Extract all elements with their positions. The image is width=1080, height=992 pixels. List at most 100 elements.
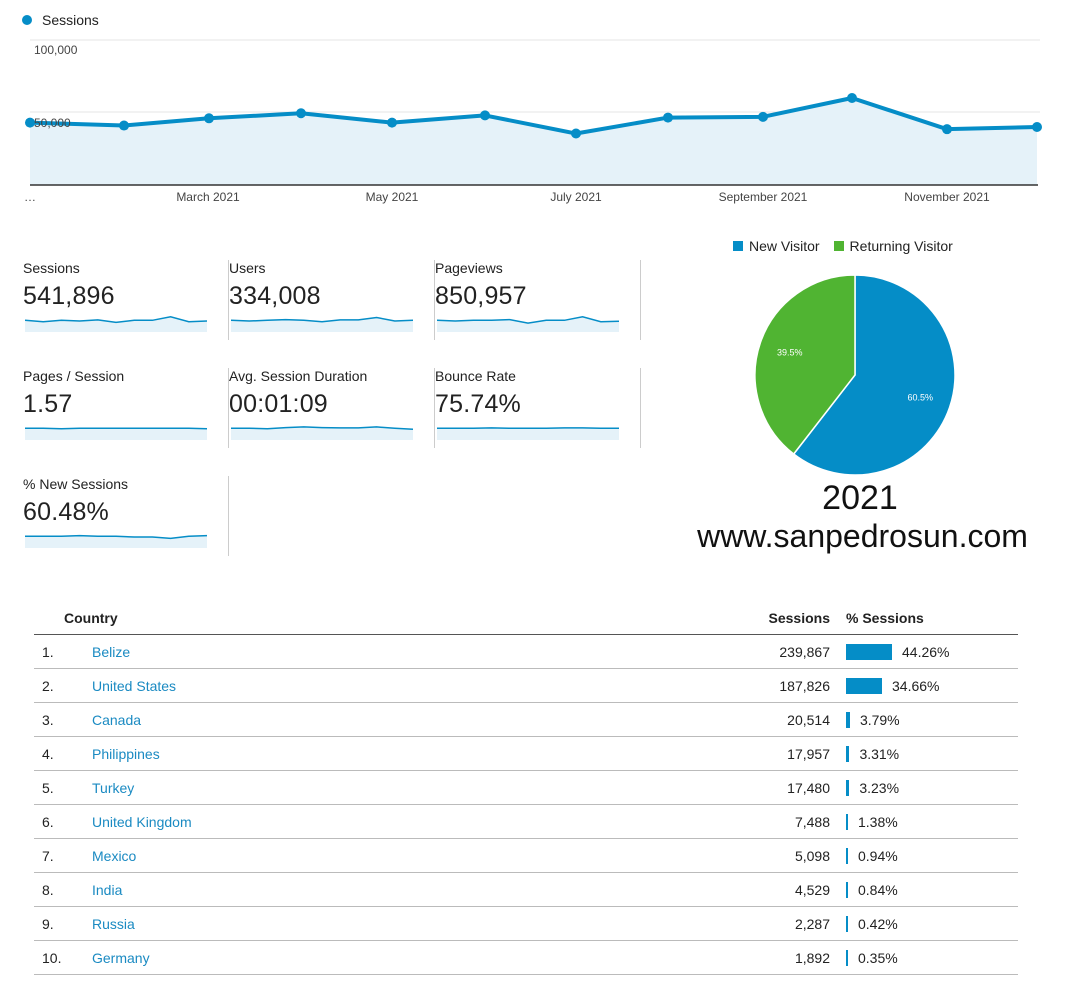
metric-users[interactable]: Users 334,008 xyxy=(229,260,435,340)
country-link[interactable]: Philippines xyxy=(92,745,160,762)
table-row[interactable]: 5. Turkey 17,480 3.23% xyxy=(34,771,1018,805)
sparkline-line xyxy=(25,534,207,540)
returning-visitor-swatch xyxy=(833,241,844,251)
pct-bar xyxy=(846,779,850,796)
country-link[interactable]: Belize xyxy=(92,643,131,660)
header-country[interactable]: Country xyxy=(64,610,118,626)
metric-new-sessions[interactable]: % New Sessions 60.48% xyxy=(23,476,229,556)
metric-label: Pageviews xyxy=(435,260,503,276)
sparkline-line xyxy=(231,316,413,323)
data-point-3[interactable] xyxy=(204,113,214,124)
pct-bar xyxy=(846,677,883,694)
tile-divider xyxy=(640,260,641,340)
country-link[interactable]: Turkey xyxy=(92,779,135,796)
table-header: Country Sessions % Sessions xyxy=(34,610,1018,635)
row-pct: 3.31% xyxy=(859,745,900,762)
table-row[interactable]: 4. Philippines 17,957 3.31% xyxy=(34,737,1018,771)
sessions-legend-label: Sessions xyxy=(42,12,99,28)
table-body: 1. Belize 239,867 44.26% 2. United States 187,… xyxy=(34,635,1018,975)
header-pct-sessions[interactable]: % Sessions xyxy=(846,610,924,626)
row-sessions: 2,287 xyxy=(794,915,830,932)
row-pct-cell: 3.79% xyxy=(830,711,1018,728)
metric-bounce-rate[interactable]: Bounce Rate 75.74% xyxy=(435,368,641,448)
row-pct: 44.26% xyxy=(902,643,950,660)
metric-value: 541,896 xyxy=(23,282,115,310)
table-row[interactable]: 3. Canada 20,514 3.79% xyxy=(34,703,1018,737)
site-label: www.sanpedrosun.com xyxy=(697,518,1028,554)
new-visitor-slice-label: 60.5% xyxy=(908,392,934,402)
country-link[interactable]: Canada xyxy=(92,711,142,728)
sessions-line-chart[interactable]: 100,000 50,000 … March 2021 May 2021 Jul… xyxy=(0,30,1080,220)
sessions-legend[interactable]: Sessions xyxy=(22,12,99,28)
header-sessions[interactable]: Sessions xyxy=(768,610,830,626)
country-link[interactable]: United Kingdom xyxy=(92,813,192,830)
sessions-line xyxy=(29,96,1038,136)
metric-label: % New Sessions xyxy=(23,476,129,492)
data-point-7[interactable] xyxy=(571,128,581,139)
returning-visitor-slice[interactable] xyxy=(754,274,856,456)
row-index: 10. xyxy=(42,949,62,966)
visitor-pie-chart[interactable]: 60.5% 39.5% xyxy=(752,272,958,478)
metric-pageviews[interactable]: Pageviews 850,957 xyxy=(435,260,641,340)
data-point-11[interactable] xyxy=(942,124,952,135)
country-link[interactable]: United States xyxy=(92,677,177,694)
pct-bar xyxy=(846,745,850,762)
data-point-10[interactable] xyxy=(847,93,857,103)
tile-divider xyxy=(228,368,229,448)
x-tick-may-2021: May 2021 xyxy=(366,190,419,204)
row-sessions: 1,892 xyxy=(794,949,830,966)
metric-sessions[interactable]: Sessions 541,896 xyxy=(23,260,229,340)
country-link[interactable]: India xyxy=(92,881,123,898)
country-link[interactable]: Russia xyxy=(92,915,135,932)
row-pct: 3.79% xyxy=(859,711,900,728)
data-point-6[interactable] xyxy=(480,110,490,121)
row-sessions: 7,488 xyxy=(794,813,830,830)
metric-pages-per-session[interactable]: Pages / Session 1.57 xyxy=(23,368,229,448)
metric-avg-session-duration[interactable]: Avg. Session Duration 00:01:09 xyxy=(229,368,435,448)
data-point-5[interactable] xyxy=(387,117,397,128)
legend-new-visitor[interactable]: New Visitor xyxy=(733,238,820,254)
row-pct: 3.23% xyxy=(859,779,900,796)
y-tick-100000: 100,000 xyxy=(34,43,78,57)
row-index: 9. xyxy=(42,915,54,932)
table-row[interactable]: 2. United States 187,826 34.66% xyxy=(34,669,1018,703)
pct-bar xyxy=(846,881,848,898)
table-row[interactable]: 9. Russia 2,287 0.42% xyxy=(34,907,1018,941)
bounce-rate-sparkline xyxy=(437,427,619,440)
data-point-4[interactable] xyxy=(296,108,306,119)
row-pct-cell: 0.42% xyxy=(830,915,1018,932)
new-visitor-slice[interactable] xyxy=(792,274,956,476)
country-link[interactable]: Mexico xyxy=(92,847,137,864)
data-point-2[interactable] xyxy=(119,120,129,131)
metric-value: 334,008 xyxy=(229,282,321,310)
table-row[interactable]: 10. Germany 1,892 0.35% xyxy=(34,941,1018,975)
table-row[interactable]: 8. India 4,529 0.84% xyxy=(34,873,1018,907)
row-pct: 0.84% xyxy=(858,881,898,898)
pct-bar xyxy=(846,847,848,864)
row-index: 1. xyxy=(42,643,54,660)
data-point-8[interactable] xyxy=(663,112,673,123)
year-label: 2021 xyxy=(822,479,898,517)
row-pct-cell: 0.84% xyxy=(830,881,1018,898)
tile-divider xyxy=(228,260,229,340)
sparkline-area xyxy=(231,317,413,332)
row-pct: 34.66% xyxy=(892,677,940,694)
data-point-9[interactable] xyxy=(758,111,768,122)
data-point-12[interactable] xyxy=(1032,122,1042,132)
x-tick-november-2021: November 2021 xyxy=(904,190,990,204)
metric-value: 850,957 xyxy=(435,282,527,310)
metric-label: Avg. Session Duration xyxy=(229,368,368,384)
tile-divider xyxy=(434,368,435,448)
legend-returning-visitor[interactable]: Returning Visitor xyxy=(833,238,953,254)
x-tick-march-2021: March 2021 xyxy=(176,190,240,204)
row-sessions: 187,826 xyxy=(779,677,830,694)
table-row[interactable]: 6. United Kingdom 7,488 1.38% xyxy=(34,805,1018,839)
table-row[interactable]: 7. Mexico 5,098 0.94% xyxy=(34,839,1018,873)
row-index: 5. xyxy=(42,779,54,796)
sparkline-area xyxy=(231,426,413,440)
pct-bar xyxy=(846,949,848,966)
row-sessions: 4,529 xyxy=(794,881,830,898)
country-link[interactable]: Germany xyxy=(92,949,150,966)
table-row[interactable]: 1. Belize 239,867 44.26% xyxy=(34,635,1018,669)
data-point-1[interactable] xyxy=(25,117,35,128)
